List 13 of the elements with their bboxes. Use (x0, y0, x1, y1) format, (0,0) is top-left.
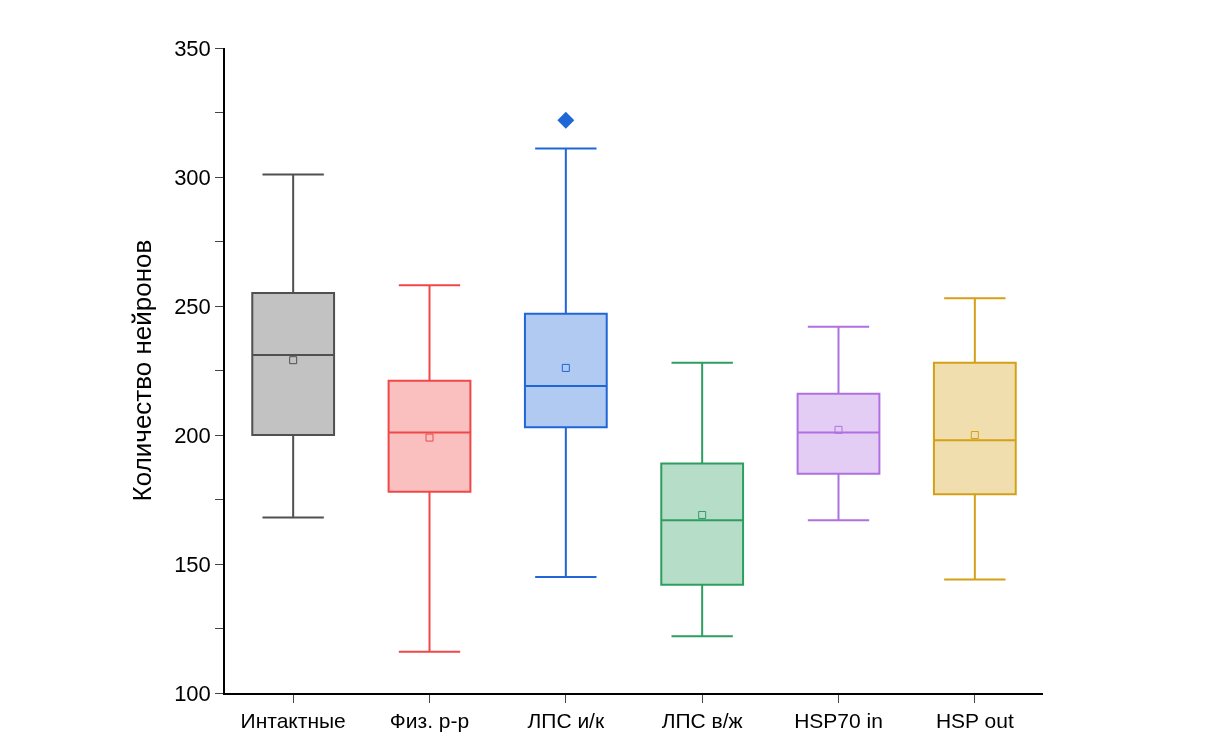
x-tick-label: HSP out (935, 708, 1014, 732)
y-tick-label: 350 (174, 35, 211, 61)
y-tick-label: 300 (174, 164, 211, 190)
y-tick-label: 150 (174, 551, 211, 577)
y-tick-label: 250 (174, 293, 211, 319)
x-tick-label: ЛПС в/ж (661, 708, 743, 732)
y-axis-title: Количество нейронов (127, 239, 158, 502)
x-tick-label: HSP70 in (794, 708, 883, 732)
y-tick-label: 100 (174, 680, 211, 706)
y-tick-label: 200 (174, 422, 211, 448)
x-tick-label: Физ. р-р (389, 708, 470, 732)
x-tick-label: ЛПС и/к (527, 708, 605, 732)
x-tick-label: Интактные (240, 708, 346, 732)
